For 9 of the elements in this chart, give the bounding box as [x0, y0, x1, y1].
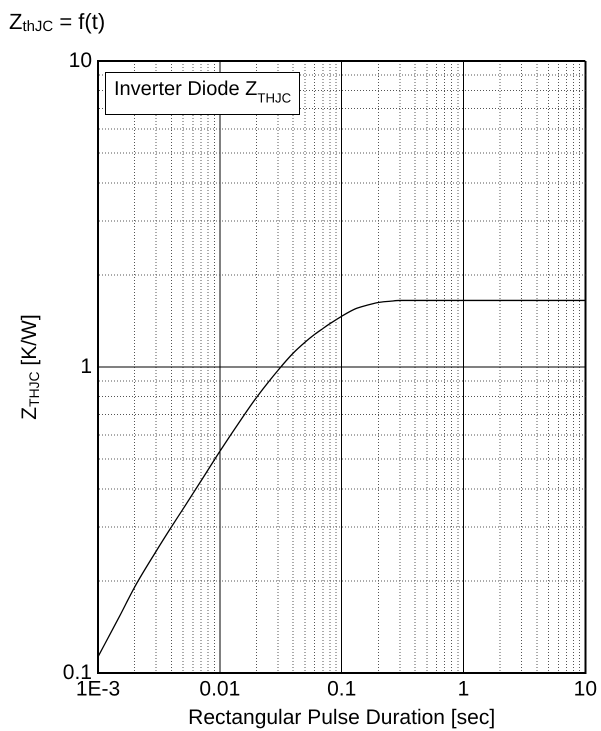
- x-tick-label: 10: [574, 677, 597, 700]
- x-axis-title: Rectangular Pulse Duration [sec]: [188, 706, 496, 730]
- x-tick-label: 0.01: [199, 677, 240, 700]
- x-tick-label: 1: [458, 677, 470, 700]
- y-tick-label: 10: [68, 48, 92, 72]
- chart-title: Z$_{thJC}$ = f(t): [9, 9, 106, 37]
- y-tick-label: 1: [80, 354, 92, 378]
- x-tick-label: 0.1: [327, 677, 356, 700]
- text: Inverter Diode Z$_{THJC}$: [114, 77, 292, 108]
